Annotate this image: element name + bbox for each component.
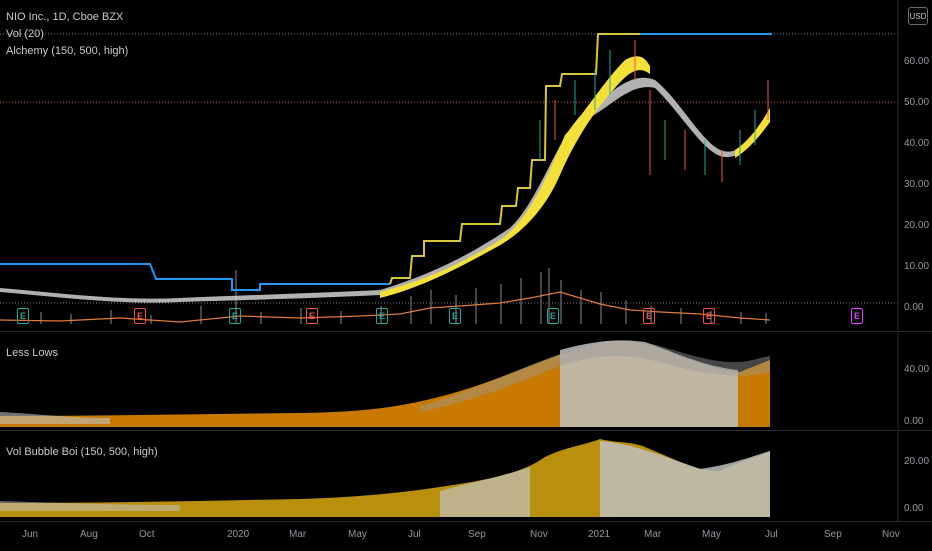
- x-tick: Sep: [824, 529, 842, 540]
- vol-bubble-grey-mid: [440, 467, 530, 517]
- x-tick: May: [702, 529, 721, 540]
- y-tick: 50.00: [904, 97, 930, 108]
- x-tick: May: [348, 529, 367, 540]
- y-tick: 40.00: [904, 138, 930, 149]
- vol-bubble-pane[interactable]: Vol Bubble Boi (150, 500, high) 20.00 0.…: [0, 431, 932, 521]
- x-tick: 2020: [227, 529, 250, 540]
- x-tick: Aug: [80, 529, 98, 540]
- x-tick: Jul: [408, 529, 421, 540]
- vol-bubble-gold-area: [0, 439, 770, 517]
- y-tick: 20.00: [904, 456, 930, 467]
- volume-legend[interactable]: Vol (20): [6, 28, 44, 40]
- y-tick: 60.00: [904, 56, 930, 67]
- x-tick: Nov: [882, 529, 900, 540]
- pane-separator[interactable]: [0, 331, 932, 332]
- earnings-marker[interactable]: E: [449, 308, 461, 324]
- vol-bubble-canvas[interactable]: [0, 431, 932, 521]
- y-tick: 30.00: [904, 179, 930, 190]
- vol-bubble-legend[interactable]: Vol Bubble Boi (150, 500, high): [6, 446, 158, 458]
- symbol-legend[interactable]: NIO Inc., 1D, Cboe BZX: [6, 11, 124, 23]
- alchemy-legend[interactable]: Alchemy (150, 500, high): [6, 45, 129, 57]
- earnings-marker[interactable]: E: [643, 308, 655, 324]
- earnings-marker[interactable]: E: [17, 308, 29, 324]
- vol-bubble-grey-left: [0, 501, 180, 511]
- earnings-marker[interactable]: E: [134, 308, 146, 324]
- y-tick: 0.00: [904, 302, 924, 313]
- time-axis[interactable]: Jun Aug Oct 2020 Mar May Jul Sep Nov 202…: [0, 521, 932, 551]
- less-lows-canvas[interactable]: [0, 332, 932, 429]
- y-tick: 10.00: [904, 261, 930, 272]
- earnings-marker[interactable]: E: [376, 308, 388, 324]
- earnings-marker[interactable]: E: [306, 308, 318, 324]
- x-tick: Mar: [644, 529, 662, 540]
- x-tick: 2021: [588, 529, 611, 540]
- less-lows-grey-area: [560, 340, 738, 427]
- x-tick: Jun: [22, 529, 39, 540]
- y-tick: 20.00: [904, 220, 930, 231]
- volume-bars: [40, 268, 767, 324]
- alchemy-grey-band: [0, 77, 770, 303]
- less-lows-pane[interactable]: Less Lows 40.00 0.00: [0, 332, 932, 429]
- alchemy-yellow-fill-right: [735, 108, 770, 158]
- currency-badge[interactable]: USD: [908, 7, 928, 25]
- x-tick: Mar: [289, 529, 307, 540]
- resistance-step-line: [0, 263, 390, 291]
- earnings-marker[interactable]: E: [703, 308, 715, 324]
- less-lows-legend[interactable]: Less Lows: [6, 347, 58, 359]
- y-tick: 0.00: [904, 416, 924, 427]
- x-tick: Nov: [530, 529, 548, 540]
- vol-bubble-grey-area: [600, 441, 770, 517]
- less-lows-grey-overlay: [420, 341, 770, 412]
- y-tick: 0.00: [904, 503, 924, 514]
- x-tick: Sep: [468, 529, 486, 540]
- y-tick: 40.00: [904, 364, 930, 375]
- alchemy-yellow-fill: [380, 56, 650, 298]
- breakout-step-line: [389, 33, 640, 285]
- pane-separator[interactable]: [0, 430, 932, 431]
- volume-ma-line: [0, 291, 771, 323]
- earnings-marker[interactable]: E: [547, 308, 559, 324]
- x-tick: Oct: [139, 529, 155, 540]
- main-price-pane[interactable]: NIO Inc., 1D, Cboe BZX Vol (20) Alchemy …: [0, 0, 932, 330]
- less-lows-grey-left: [0, 412, 110, 424]
- price-chart-canvas[interactable]: [0, 0, 932, 330]
- x-tick: Jul: [765, 529, 778, 540]
- earnings-marker[interactable]: E: [229, 308, 241, 324]
- candlesticks: [539, 40, 769, 182]
- earnings-marker-upcoming[interactable]: E: [851, 308, 863, 324]
